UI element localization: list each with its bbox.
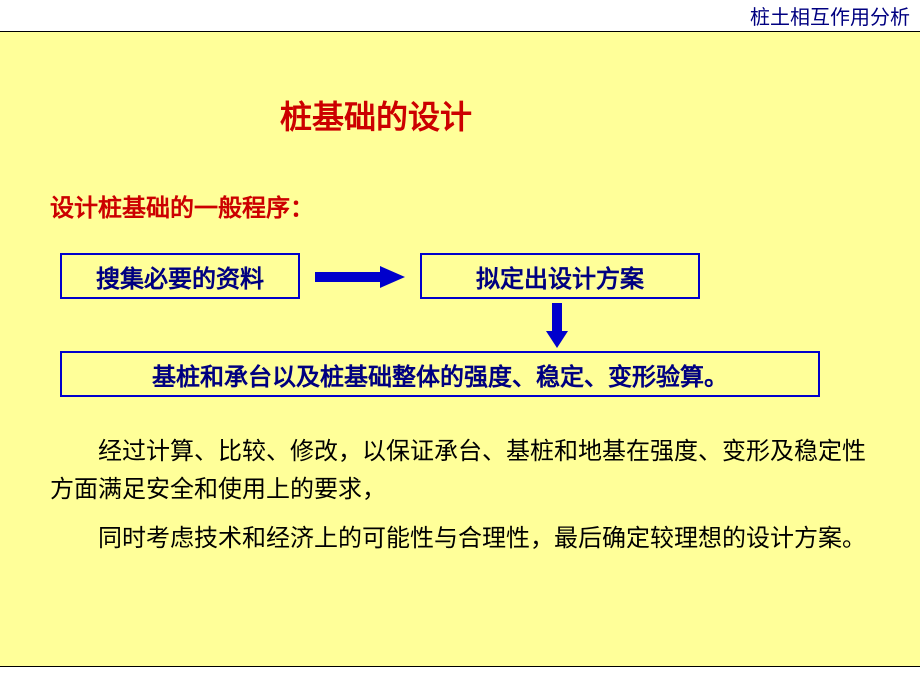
paragraph-2: 同时考虑技术和经济上的可能性与合理性，最后确定较理想的设计方案。 [50, 520, 870, 558]
box2-text: 拟定出设计方案 [476, 259, 644, 294]
header-text: 桩土相互作用分析 [750, 1, 910, 30]
content-area: 桩基础的设计 设计桩基础的一般程序： 搜集必要的资料 拟定出设计方案 基桩和承台… [0, 32, 920, 558]
arrow-down-icon [546, 303, 568, 353]
box3-text: 基桩和承台以及桩基础整体的强度、稳定、变形验算。 [152, 357, 728, 392]
paragraph-1: 经过计算、比较、修改，以保证承台、基桩和地基在强度、变形及稳定性方面满足安全和使… [50, 433, 870, 510]
header-bar: 桩土相互作用分析 [0, 0, 920, 32]
flowchart-container: 搜集必要的资料 拟定出设计方案 基桩和承台以及桩基础整体的强度、稳定、变形验算。 [50, 253, 870, 393]
main-title: 桩基础的设计 [280, 92, 870, 138]
flowchart-box-3: 基桩和承台以及桩基础整体的强度、稳定、变形验算。 [60, 351, 820, 397]
arrow-right-icon [315, 266, 405, 293]
flowchart-box-1: 搜集必要的资料 [60, 253, 300, 299]
footer-bar [0, 666, 920, 690]
flowchart-box-2: 拟定出设计方案 [420, 253, 700, 299]
box1-text: 搜集必要的资料 [96, 259, 264, 294]
subtitle: 设计桩基础的一般程序： [50, 188, 870, 223]
